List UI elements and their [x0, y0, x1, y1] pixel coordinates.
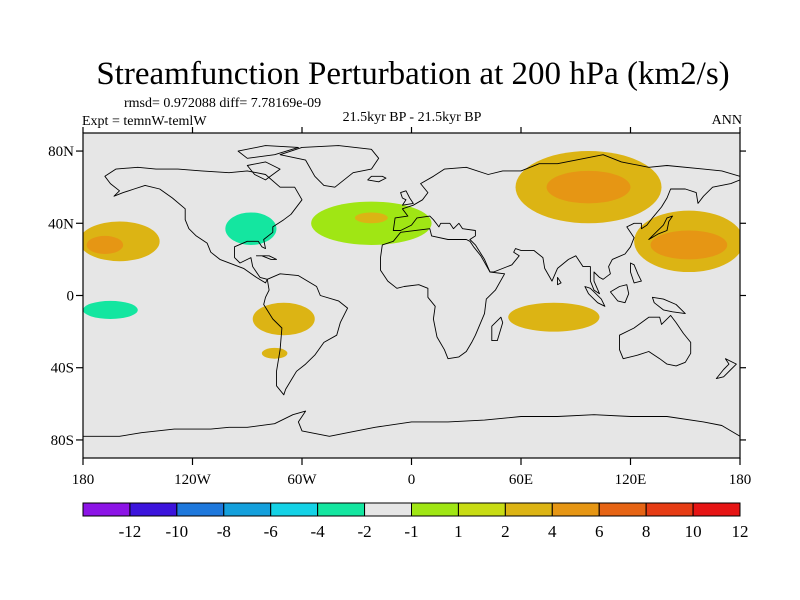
colorbar-swatch [129, 502, 178, 517]
season-label: ANN [712, 113, 742, 128]
uk-coast [400, 190, 414, 206]
chart-title: Streamfunction Perturbation at 200 hPa (… [96, 56, 729, 92]
australia-negative [599, 337, 636, 356]
south-atlantic-positive [261, 347, 288, 359]
south-america-coast [263, 273, 349, 396]
iceland-coast [367, 175, 387, 183]
borneo-coast [609, 284, 630, 304]
north-america-core [225, 212, 277, 245]
colorbar-swatch [411, 502, 459, 517]
x-tick-label: 120E [615, 472, 647, 488]
x-tick-label: 180 [729, 472, 752, 488]
greenland-coast [279, 145, 380, 188]
north-atlantic-inner-positive [354, 212, 388, 224]
philippines-coast [630, 262, 642, 284]
period-label: 21.5kyr BP - 21.5kyr BP [343, 110, 482, 125]
colorbar-swatch [82, 502, 131, 517]
tropical-east-pacific-core [83, 300, 138, 319]
north-america-coast [104, 166, 303, 284]
colorbar-label: -2 [357, 522, 371, 541]
colorbar-label: 1 [454, 522, 463, 541]
middle-east-negative [462, 239, 500, 254]
colorbar-swatch [692, 502, 741, 517]
baffin-island-coast [246, 161, 281, 181]
y-tick-label: 80N [48, 144, 74, 160]
south-pacific-negative [83, 387, 164, 431]
colorbar-label: 2 [501, 522, 510, 541]
x-tick-label: 60W [287, 472, 317, 488]
colorbar-swatch [457, 502, 506, 517]
japan-coast [648, 215, 673, 240]
colorbar-label: 10 [685, 522, 702, 541]
australia-coast [619, 314, 692, 367]
map-axes: 180 120W 60W 0 60E 120E 180 80N 40N 0 40S 80S [48, 127, 751, 488]
colorbar-label: 4 [548, 522, 557, 541]
anomaly-contours [83, 151, 740, 431]
colorbar-label: -4 [311, 522, 326, 541]
y-tick-label: 80S [51, 433, 74, 449]
south-pacific-edge-negative [729, 369, 740, 431]
map-plot-area [82, 132, 741, 459]
north-pacific-east-core [86, 235, 124, 254]
colorbar-swatch [317, 502, 366, 517]
sri-lanka-coast [557, 276, 562, 286]
new-guinea-coast [651, 296, 686, 315]
africa-coast [380, 228, 506, 360]
colorbar-label: -1 [404, 522, 418, 541]
colorbar-swatch [598, 502, 647, 517]
colorbar-swatch [270, 502, 319, 517]
x-tick-label: 0 [408, 472, 416, 488]
colorbar: -12 -10 -8 -6 -4 -2 -1 1 2 4 6 8 10 12 [82, 502, 749, 541]
experiment-label: Expt = temnW-temlW [82, 114, 207, 129]
tropical-east-pacific-negative [83, 291, 202, 328]
colorbar-swatch [176, 502, 225, 517]
colorbar-label: 8 [642, 522, 651, 541]
south-america-positive [252, 302, 315, 336]
colorbar-swatch [551, 502, 600, 517]
colorbar-swatch [364, 502, 413, 517]
eurasia-coast [392, 154, 740, 295]
colorbar-label: -6 [264, 522, 278, 541]
east-asia-core [650, 230, 728, 260]
x-tick-label: 60E [509, 472, 533, 488]
colorbar-label: -12 [119, 522, 142, 541]
stats-line: rmsd= 0.972088 diff= 7.78169e-09 [124, 96, 321, 111]
colorbar-swatch [645, 502, 694, 517]
y-tick-label: 0 [67, 289, 75, 305]
y-tick-label: 40N [48, 216, 74, 232]
colorbar-label: 6 [595, 522, 604, 541]
sumatra-coast [584, 286, 606, 307]
new-zealand-coast [715, 358, 737, 380]
central-asia-core [546, 170, 631, 204]
colorbar-label: -10 [166, 522, 189, 541]
coastlines [83, 145, 740, 458]
cuba-coast [255, 255, 277, 260]
colorbar-label: -8 [217, 522, 231, 541]
colorbar-swatch [223, 502, 272, 517]
y-tick-label: 40S [51, 361, 74, 377]
indian-ocean-positive [508, 302, 600, 332]
antarctica-coast [83, 410, 740, 458]
colorbar-swatch [504, 502, 553, 517]
madagascar-coast [491, 316, 504, 342]
x-tick-label: 120W [174, 472, 212, 488]
colorbar-label: 12 [732, 522, 749, 541]
ellesmere-island-coast [237, 145, 299, 159]
maritime-continent-negative [621, 288, 740, 328]
x-tick-label: 180 [72, 472, 95, 488]
